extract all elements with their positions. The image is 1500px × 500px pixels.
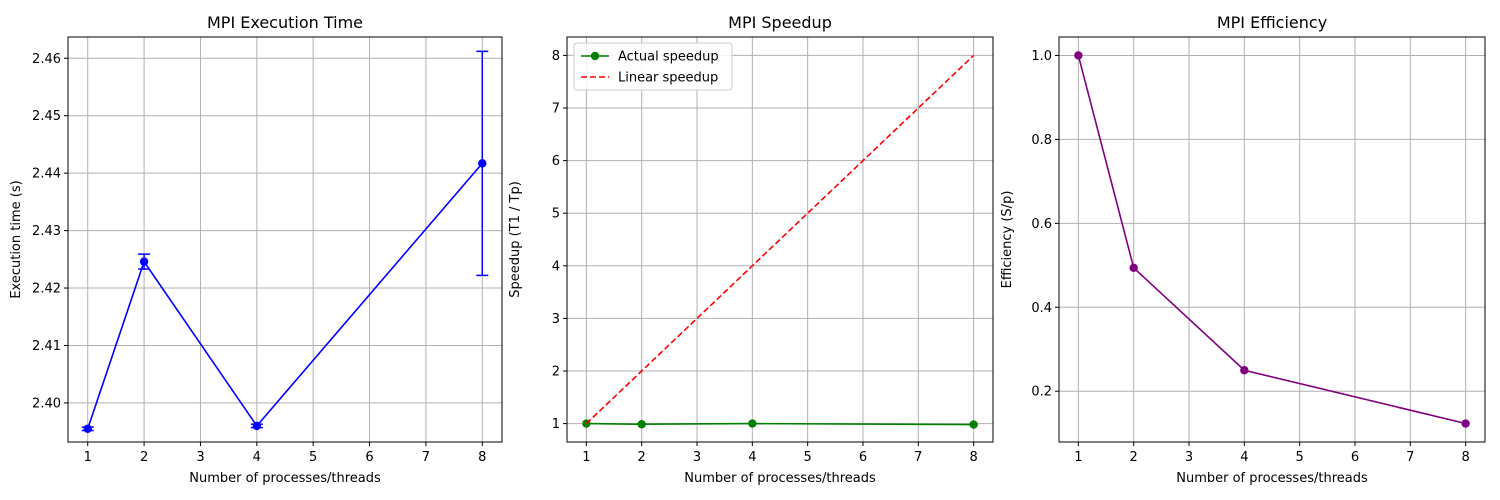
series-2 [585, 54, 975, 425]
x-tick-label: 4 [253, 450, 261, 465]
y-tick-label: 1 [552, 417, 560, 432]
chart-panel-3: 1 2 3 4 5 6 7 8 0.2 0.4 0.6 0.8 1.0 MPI Efficiency Num… [1000, 13, 1486, 486]
data-point [478, 159, 487, 168]
plot-frame [566, 36, 994, 443]
y-tick-label: 7 [552, 102, 560, 117]
series-line [585, 54, 975, 425]
x-tick-label: 5 [804, 450, 812, 465]
x-tick-label: 8 [1461, 450, 1469, 465]
y-tick-label: 5 [552, 207, 560, 222]
x-tick-label: 8 [478, 450, 486, 465]
legend-box [573, 42, 733, 91]
chart-panel-1: 1 2 3 4 5 6 7 8 2.40 2.41 2.42 2.43 2.44 2.45 2.46 MPI … [9, 13, 503, 486]
data-point [1461, 419, 1470, 428]
y-axis-label: Execution time (s) [9, 180, 24, 298]
x-tick-label: 8 [969, 450, 977, 465]
plot-frame [1058, 36, 1486, 443]
x-tick-label: 7 [914, 450, 922, 465]
series-1 [81, 50, 489, 433]
plot-frame [67, 36, 503, 443]
data-point [83, 424, 92, 433]
data-point [1240, 366, 1249, 375]
x-tick-label: 3 [693, 450, 701, 465]
data-point [252, 421, 262, 431]
y-tick-label: 0.6 [1031, 217, 1052, 232]
x-tick-label: 7 [1406, 450, 1414, 465]
x-axis-label: Number of processes/threads [684, 471, 876, 486]
x-axis-label: Number of processes/threads [1176, 471, 1368, 486]
y-tick-label: 3 [552, 312, 560, 327]
data-point [1074, 51, 1083, 60]
x-tick-label: 2 [140, 450, 148, 465]
data-point [637, 420, 646, 429]
y-tick-label: 0.4 [1031, 301, 1052, 316]
y-tick-label: 2.41 [32, 339, 61, 354]
x-tick-label: 2 [638, 450, 646, 465]
y-tick-label: 2.42 [32, 282, 61, 297]
chart-title: MPI Efficiency [1217, 13, 1327, 32]
x-tick-label: 4 [1240, 450, 1248, 465]
y-tick-label: 0.8 [1031, 133, 1052, 148]
x-tick-label: 6 [859, 450, 867, 465]
x-tick-label: 4 [748, 450, 756, 465]
series-line [1077, 55, 1466, 425]
y-tick-label: 2.44 [32, 167, 61, 182]
y-tick-label: 2.45 [32, 109, 61, 124]
chart-panel-2: 1 2 3 4 5 6 7 8 1 2 3 4 5 6 7 8 MPI Speedup Number of pro… [508, 13, 994, 486]
x-tick-label: 6 [365, 450, 373, 465]
x-tick-label: 2 [1130, 450, 1138, 465]
y-tick-label: 8 [552, 49, 560, 64]
y-axis-label: Efficiency (S/p) [1000, 191, 1015, 289]
y-tick-label: 2.43 [32, 224, 61, 239]
y-tick-label: 4 [552, 259, 560, 274]
x-tick-label: 3 [196, 450, 204, 465]
x-tick-label: 1 [84, 450, 92, 465]
series-line [86, 162, 483, 430]
chart-title: MPI Execution Time [207, 13, 363, 32]
legend-label: Linear speedup [618, 71, 718, 86]
y-axis-label: Speedup (T1 / Tp) [508, 181, 523, 298]
y-tick-label: 2 [552, 364, 560, 379]
data-point [748, 419, 757, 428]
x-tick-label: 7 [422, 450, 430, 465]
data-point [1129, 263, 1138, 273]
y-tick-label: 2.40 [32, 396, 61, 411]
legend-swatch-marker [590, 51, 600, 61]
series-line [586, 422, 974, 426]
legend-label: Actual speedup [618, 50, 719, 65]
data-point [969, 420, 978, 429]
x-axis-label: Number of processes/threads [189, 471, 381, 486]
y-tick-label: 1.0 [1031, 49, 1052, 64]
y-tick-label: 6 [552, 154, 560, 169]
series-1 [1074, 51, 1470, 428]
series-1 [582, 419, 978, 429]
x-tick-label: 6 [1351, 450, 1359, 465]
x-tick-label: 3 [1185, 450, 1193, 465]
data-point [139, 257, 149, 266]
legend: Actual speedup Linear speedup [573, 42, 733, 91]
chart-title: MPI Speedup [728, 13, 832, 32]
x-tick-label: 5 [1296, 450, 1304, 465]
y-tick-label: 2.46 [32, 52, 61, 67]
x-tick-label: 5 [309, 450, 317, 465]
x-tick-label: 1 [582, 450, 590, 465]
y-tick-label: 0.2 [1031, 385, 1052, 400]
x-tick-label: 1 [1074, 450, 1082, 465]
